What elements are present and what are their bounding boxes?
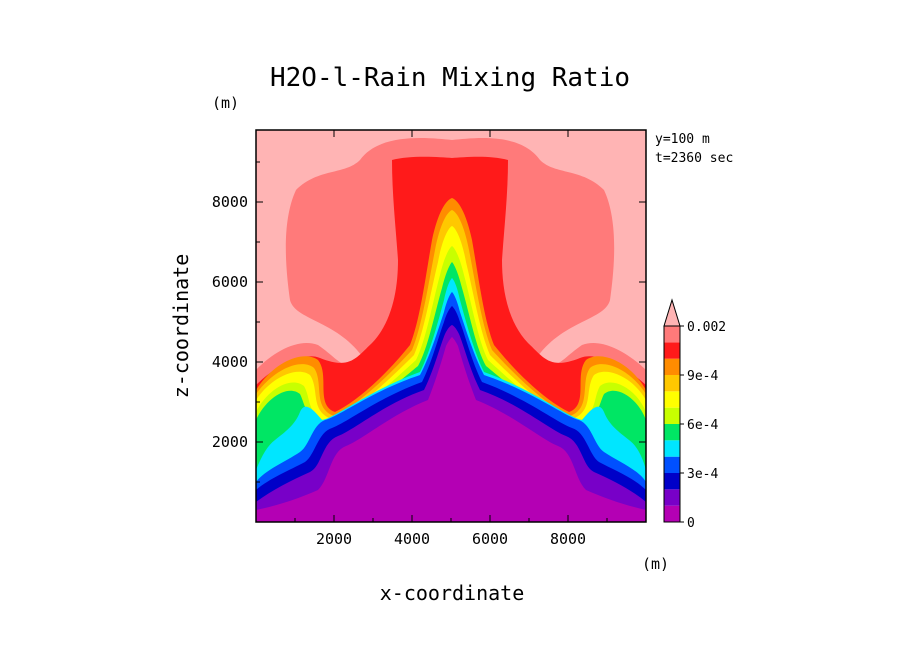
- annotation-y: y=100 m: [655, 132, 710, 147]
- colorbar-swatch: [664, 326, 680, 343]
- y-tick-label: 6000: [212, 273, 248, 291]
- x-axis: 2000 4000 6000 8000: [294, 130, 608, 548]
- colorbar-swatch: [664, 375, 680, 392]
- colorbar-swatch: [664, 505, 680, 522]
- colorbar: 0 3e-4 6e-4 9e-4 0.002: [663, 298, 726, 531]
- colorbar-swatch: [664, 424, 680, 441]
- colorbar-label: 3e-4: [687, 467, 718, 482]
- x-axis-label: x-coordinate: [380, 581, 525, 605]
- colorbar-swatch: [664, 456, 680, 473]
- colorbar-swatch: [664, 391, 680, 408]
- y-axis: 2000 4000 6000 8000: [212, 161, 646, 483]
- y-tick-label: 2000: [212, 433, 248, 451]
- colorbar-swatch: [664, 358, 680, 375]
- colorbar-label: 9e-4: [687, 369, 718, 384]
- annotation-t: t=2360 sec: [655, 151, 733, 166]
- x-tick-label: 6000: [472, 530, 508, 548]
- colorbar-label: 0.002: [687, 320, 726, 335]
- colorbar-swatch: [664, 440, 680, 457]
- colorbar-label: 0: [687, 516, 695, 531]
- colorbar-label: 6e-4: [687, 418, 718, 433]
- x-unit-label: (m): [642, 555, 669, 573]
- x-tick-label: 4000: [394, 530, 430, 548]
- colorbar-swatch: [664, 489, 680, 506]
- y-unit-label: (m): [212, 94, 239, 112]
- contour-band-core: [256, 337, 646, 522]
- chart-title: H2O-l-Rain Mixing Ratio: [270, 63, 630, 93]
- y-tick-label: 4000: [212, 353, 248, 371]
- contour-field: [256, 130, 646, 522]
- colorbar-swatch: [664, 342, 680, 359]
- x-tick-label: 2000: [316, 530, 352, 548]
- y-axis-label: z-coordinate: [169, 254, 193, 399]
- colorbar-extend-arrow: [663, 298, 681, 327]
- colorbar-swatch: [664, 473, 680, 490]
- colorbar-swatch: [664, 407, 680, 424]
- x-tick-label: 8000: [550, 530, 586, 548]
- y-tick-label: 8000: [212, 193, 248, 211]
